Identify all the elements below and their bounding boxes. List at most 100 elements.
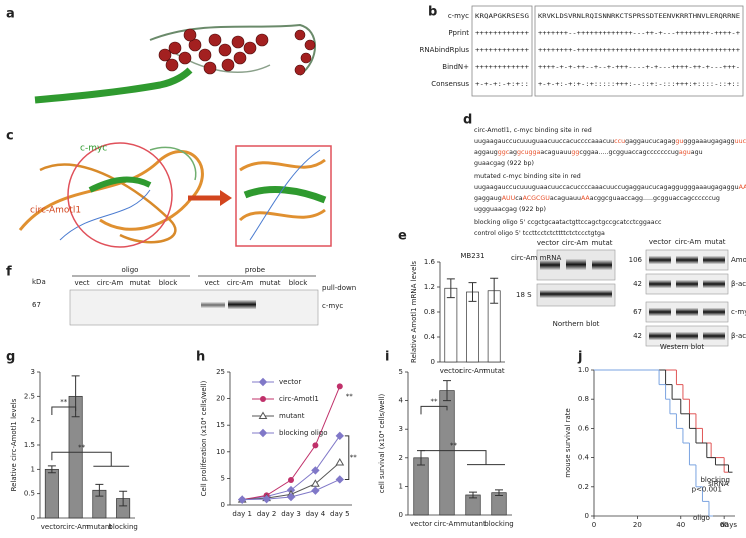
y-tick-label: 0 (431, 358, 435, 366)
error-bar (119, 490, 128, 507)
chart-title: MB231 (460, 252, 484, 260)
charts: 0 0.4 0.8 1.2 1.6 Relative Amotl1 mRNA levels… (6, 252, 737, 531)
row-label: β-actin (731, 332, 746, 340)
sequence: ++++++++++++ (475, 29, 529, 37)
blot-band (676, 332, 698, 340)
legend-marker (258, 428, 268, 438)
sequence: +++++++--+++++++++++++---++-+---++++++++… (538, 29, 740, 37)
marker (335, 431, 345, 441)
sequence-segment: gg (571, 149, 579, 156)
sequence: +-+-+:-+:+:: (475, 80, 529, 88)
x-tick-label: circ-Am (459, 367, 486, 375)
legend-label: blocking oligo (279, 429, 328, 437)
row-label: c-myc (731, 308, 746, 316)
row-label: c-myc (322, 302, 343, 310)
y-tick-label: 0.4 (424, 333, 436, 341)
y-tick-label: 1.2 (424, 283, 435, 291)
y-tick-label: 0 (31, 514, 35, 522)
significance: ** (450, 442, 458, 450)
sequence-segment: ACGCGU (523, 195, 551, 202)
x-tick-label: 40 (676, 521, 685, 529)
y-tick-label: 1 (31, 465, 35, 473)
rna-label: circ-Amotl1 (30, 206, 81, 216)
row-name: Consensus (431, 80, 469, 88)
x-tick-label: vector (410, 520, 432, 528)
bar (44, 468, 59, 519)
lane-label: vect (74, 279, 89, 287)
blot-band (676, 308, 698, 316)
row-name: RNAbindRplus (420, 46, 470, 54)
x-tick-label: day 2 (257, 510, 277, 518)
error-bar (495, 489, 503, 497)
marker (237, 495, 247, 504)
y-tick-label: 0 (585, 512, 589, 520)
panel-label: h (196, 350, 205, 365)
sequence-segment: acaguauu (540, 149, 571, 156)
x-tick-label: 60 (720, 521, 729, 529)
significance: ** (350, 454, 358, 462)
sequence-segment: AUU (502, 195, 516, 202)
sequence-segment: gggaaaugagagg (683, 138, 734, 145)
x-tick-label: day 3 (281, 510, 301, 518)
lane-label: vector (649, 238, 671, 246)
sequence-text: circ-Amotl1, c-myc binding site in red uu… (474, 127, 746, 237)
panel-label: g (6, 350, 15, 365)
bar (444, 287, 458, 363)
y-tick-label: 1 (399, 482, 403, 490)
y-axis-label: Cell proliferation (x10⁴ cells/well) (200, 380, 208, 496)
bracket (51, 406, 77, 416)
sequence-segment: ag (509, 149, 517, 156)
y-tick-label: 0.5 (24, 490, 35, 498)
sequence-line: guaacgag (922 bp) (474, 160, 534, 167)
sequence: KRQAPGKRSESG (475, 12, 529, 20)
sequence-segment: gaggaucucagag (625, 138, 675, 145)
x-tick-label: day 1 (232, 510, 252, 518)
marker (311, 466, 320, 475)
unit-label: kDa (32, 278, 46, 286)
row-label: circ-Am mRNA (511, 254, 561, 262)
alignment-box (534, 5, 744, 97)
y-axis-label: Relative Amotl1 mRNA levels (410, 261, 418, 363)
sequence-segment: aggaug (474, 149, 498, 156)
sequence: KRVKLDSVRNLRQISNNRKCTSPRSSDTEENVKRRTHNVL… (538, 12, 740, 20)
marker (335, 475, 345, 484)
y-axis-label: cell survival (x10⁴ cells/well) (378, 394, 386, 494)
sequence-segment: control oligo 5' tccttcctctcttttctctccct… (474, 230, 605, 237)
x-tick-label: vector (41, 523, 63, 531)
sequence-segment: guaacgag (922 bp) (474, 160, 534, 167)
sequence-segment: acaguauu (550, 195, 581, 202)
sequence-segment: gu (675, 138, 683, 145)
bracket (420, 405, 448, 415)
panel-label: d (463, 113, 472, 128)
sequence-segment: ggc (498, 149, 510, 156)
sequence-segment: gcugga (517, 149, 540, 156)
y-axis-label: mouse survival rate (564, 408, 572, 478)
legend-label: circ-Amotl1 (279, 395, 319, 403)
kda-label: 106 (629, 256, 643, 264)
sequence-segment: uugaagauccucuuuguaacuuccacuccccaaacuuccu… (474, 184, 739, 191)
x-tick-label: mutat (484, 367, 505, 375)
sequence-line: gaggaugAUUcaACGCGUacaguauuAAacggcguaacca… (474, 195, 720, 202)
y-tick-label: 2 (399, 454, 403, 462)
error-bar (468, 282, 477, 302)
series-label: blocking (700, 476, 729, 484)
y-tick-label: 2 (31, 417, 35, 425)
row-label: 18 S (516, 291, 532, 299)
y-tick-label: 0.8 (578, 395, 589, 403)
sequence-segment: ccu (614, 138, 625, 145)
sequence-line: blocking oligo 5' ccgctgcaatactgttccagct… (474, 219, 662, 226)
lane-label: block (289, 279, 309, 287)
y-tick-label: 1.6 (424, 258, 436, 266)
bracket (420, 450, 505, 466)
marker (311, 486, 320, 495)
error-bar (47, 465, 56, 474)
marker (288, 476, 294, 483)
y-tick-label: 0.4 (578, 454, 590, 462)
legend-marker (260, 396, 266, 402)
sequence-line: uggguaacgag (922 bp) (474, 206, 546, 213)
marker (286, 492, 296, 502)
significance: ** (431, 397, 439, 405)
x-tick-label: day 5 (330, 510, 350, 518)
error-bar (446, 278, 455, 299)
lane-label: circ-Am (562, 239, 589, 247)
